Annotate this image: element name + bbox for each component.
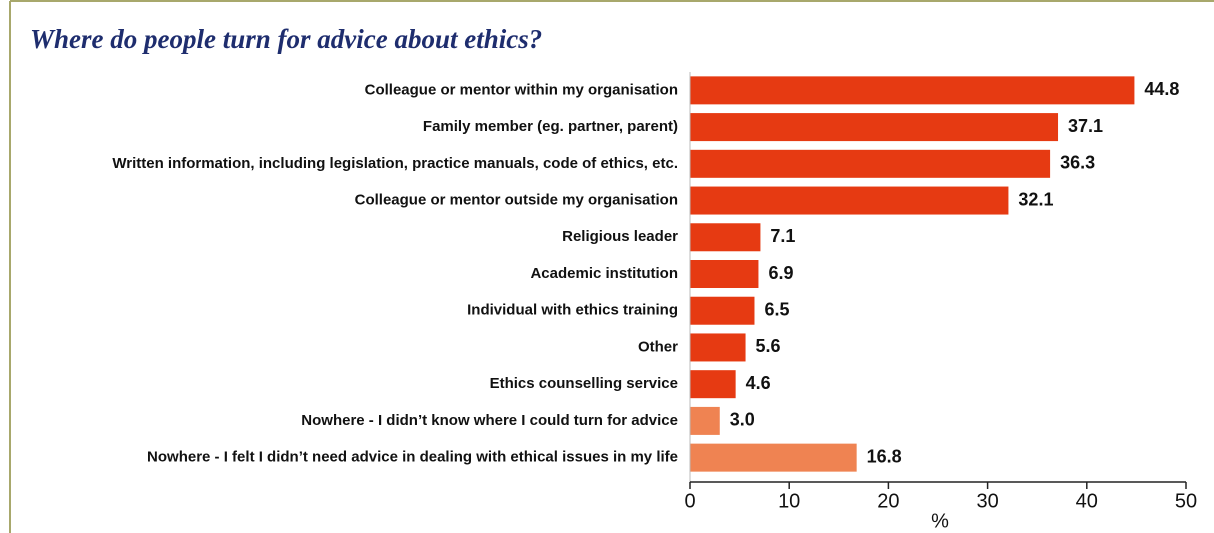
value-label: 5.6: [756, 336, 781, 356]
category-label: Other: [638, 338, 678, 355]
bar: [690, 223, 761, 252]
category-label: Written information, including legislati…: [112, 155, 678, 172]
value-label: 36.3: [1060, 153, 1095, 173]
category-label: Ethics counselling service: [490, 375, 678, 392]
value-label: 16.8: [867, 446, 902, 466]
category-label: Religious leader: [562, 228, 678, 245]
x-tick-label: 0: [684, 490, 695, 512]
x-tick-label: 50: [1175, 490, 1197, 512]
bar: [690, 406, 720, 435]
x-tick-label: 40: [1076, 490, 1098, 512]
category-label: Individual with ethics training: [467, 302, 678, 319]
bar: [690, 149, 1051, 178]
bar: [690, 296, 755, 325]
value-label: 4.6: [746, 373, 771, 393]
chart-title: Where do people turn for advice about et…: [30, 24, 542, 54]
category-label: Colleague or mentor within my organisati…: [365, 81, 678, 98]
bar: [690, 370, 736, 399]
value-label: 7.1: [770, 226, 795, 246]
value-label: 37.1: [1068, 116, 1103, 136]
x-axis-label: %: [931, 510, 949, 532]
x-tick-label: 10: [778, 490, 800, 512]
value-label: 32.1: [1018, 189, 1053, 209]
value-label: 44.8: [1144, 79, 1179, 99]
bar: [690, 76, 1135, 105]
bar: [690, 260, 759, 288]
bar: [690, 333, 746, 362]
category-label: Family member (eg. partner, parent): [423, 118, 678, 135]
category-label: Nowhere - I felt I didn’t need advice in…: [147, 449, 678, 466]
value-label: 6.9: [768, 263, 793, 283]
category-label: Academic institution: [530, 265, 678, 282]
bar: [690, 113, 1059, 142]
category-label: Nowhere - I didn’t know where I could tu…: [301, 412, 678, 429]
bar: [690, 443, 857, 472]
bar: [690, 186, 1009, 215]
x-tick-label: 20: [877, 490, 899, 512]
value-label: 6.5: [764, 299, 789, 319]
category-label: Colleague or mentor outside my organisat…: [355, 192, 678, 209]
value-label: 3.0: [730, 410, 755, 430]
x-tick-label: 30: [976, 490, 998, 512]
